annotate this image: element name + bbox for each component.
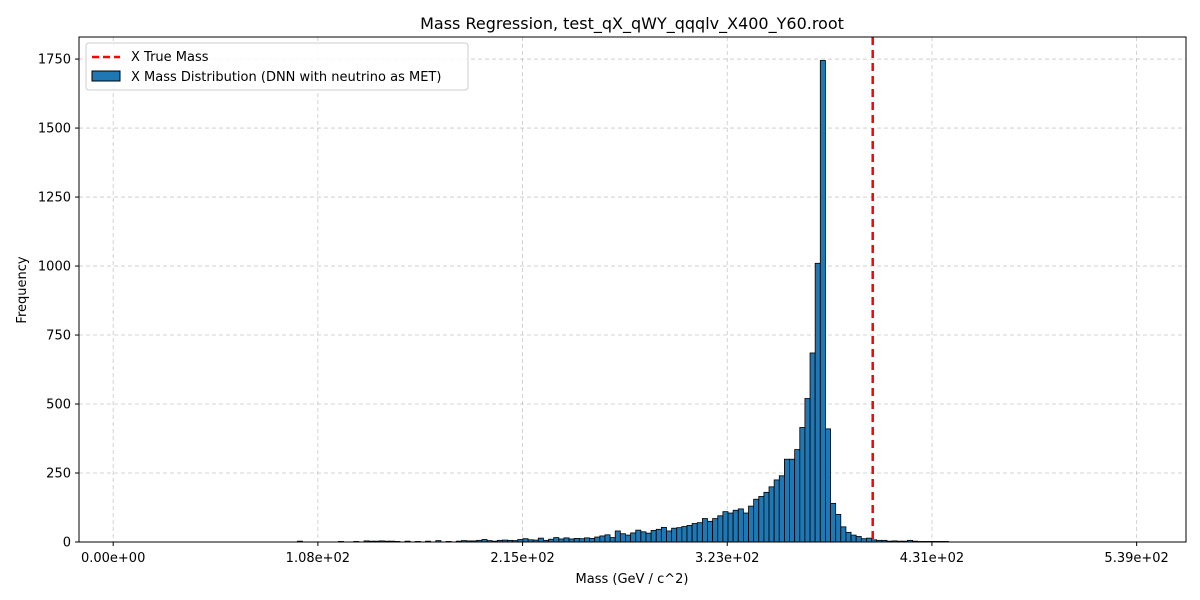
histogram-bar bbox=[814, 262, 821, 543]
histogram-bar bbox=[594, 536, 601, 543]
histogram-bar bbox=[660, 526, 667, 543]
histogram-bar bbox=[614, 530, 621, 543]
histogram-bar bbox=[609, 537, 616, 543]
histogram-bar bbox=[845, 531, 852, 543]
histogram-bar bbox=[553, 537, 560, 543]
y-tick-label: 250 bbox=[46, 467, 71, 482]
histogram-bar bbox=[589, 538, 596, 543]
axes-frame bbox=[78, 36, 1187, 543]
axis-ticks: 0.00e+00 1.08e+02 2.15e+02 3.23e+02 4.31e+02… bbox=[38, 53, 1169, 566]
histogram-bar bbox=[763, 491, 770, 543]
histogram-bar bbox=[742, 512, 749, 543]
histogram-bar bbox=[640, 531, 647, 543]
y-axis-title: Frequency bbox=[15, 256, 30, 323]
x-tick-label: 0.00e+00 bbox=[81, 551, 145, 566]
histogram-bar bbox=[732, 509, 739, 543]
x-tick-label: 1.08e+02 bbox=[286, 551, 350, 566]
histogram-bar bbox=[712, 518, 719, 543]
histogram-bar bbox=[707, 520, 714, 543]
legend-box bbox=[85, 42, 469, 91]
histogram-bar bbox=[753, 498, 760, 543]
histogram-bar bbox=[645, 532, 652, 543]
histogram-bar bbox=[584, 537, 590, 543]
histogram-bar bbox=[804, 398, 811, 543]
y-tick-label: 1500 bbox=[38, 122, 71, 137]
histogram-bar bbox=[686, 525, 693, 543]
histogram-bar bbox=[830, 502, 837, 543]
histogram-bar bbox=[691, 523, 698, 543]
x-tick-label: 5.39e+02 bbox=[1104, 551, 1168, 566]
histogram-bar bbox=[717, 515, 724, 543]
histogram-bar bbox=[650, 530, 657, 543]
histogram-bar bbox=[809, 352, 816, 543]
histogram-bar bbox=[866, 537, 872, 543]
legend: X True Mass X Mass Distribution (DNN wit… bbox=[85, 42, 469, 91]
histogram-bar bbox=[784, 458, 790, 543]
histogram-bar bbox=[573, 538, 580, 543]
histogram-bar bbox=[666, 530, 673, 543]
x-tick-label: 3.23e+02 bbox=[695, 551, 759, 566]
histogram-bar bbox=[789, 458, 796, 543]
histogram-bar bbox=[599, 535, 606, 543]
histogram-bar bbox=[701, 518, 708, 543]
y-tick-label: 1750 bbox=[38, 53, 71, 68]
histogram-bar bbox=[619, 533, 626, 543]
histogram-bar bbox=[758, 496, 765, 543]
histogram-bar bbox=[676, 527, 683, 543]
histogram-bar bbox=[655, 528, 662, 543]
histogram-bar bbox=[825, 428, 831, 543]
histogram-bar bbox=[635, 529, 642, 543]
histogram-bar bbox=[722, 511, 729, 543]
y-tick-label: 500 bbox=[46, 398, 71, 413]
histogram-bar bbox=[850, 534, 857, 543]
histogram-bar bbox=[727, 512, 734, 543]
x-tick-label: 2.15e+02 bbox=[490, 551, 554, 566]
histogram-bar bbox=[840, 526, 847, 543]
histogram-bar bbox=[773, 479, 780, 543]
histogram-bar bbox=[630, 532, 637, 543]
histogram-bar bbox=[681, 526, 688, 543]
histogram-bar bbox=[671, 527, 678, 543]
histogram-bar bbox=[835, 514, 842, 543]
histogram-bar bbox=[778, 475, 785, 543]
histogram-bar bbox=[563, 537, 570, 543]
chart-title: Mass Regression, test_qX_qWY_qqqlv_X400_… bbox=[420, 14, 844, 34]
histogram-bar bbox=[799, 427, 806, 543]
y-tick-label: 1250 bbox=[38, 191, 71, 206]
histogram-bar bbox=[737, 508, 744, 543]
histogram-bar bbox=[819, 60, 826, 543]
legend-true-mass-label: X True Mass bbox=[131, 50, 209, 65]
histogram-bars bbox=[296, 60, 949, 543]
legend-distribution-label: X Mass Distribution (DNN with neutrino a… bbox=[131, 70, 441, 85]
histogram-bar bbox=[625, 534, 632, 543]
legend-distribution-swatch bbox=[91, 70, 121, 82]
y-tick-label: 1000 bbox=[38, 260, 71, 275]
y-tick-label: 750 bbox=[46, 329, 71, 344]
histogram-bar bbox=[604, 534, 611, 543]
x-tick-label: 4.31e+02 bbox=[900, 551, 964, 566]
histogram-bar bbox=[748, 505, 755, 543]
histogram-bar bbox=[794, 449, 801, 543]
histogram-bar bbox=[696, 522, 703, 543]
x-axis-title: Mass (GeV / c^2) bbox=[576, 572, 689, 587]
y-tick-label: 0 bbox=[63, 536, 71, 551]
histogram-bar bbox=[768, 486, 775, 543]
histogram-bar bbox=[537, 537, 544, 543]
histogram-bar bbox=[855, 536, 862, 543]
